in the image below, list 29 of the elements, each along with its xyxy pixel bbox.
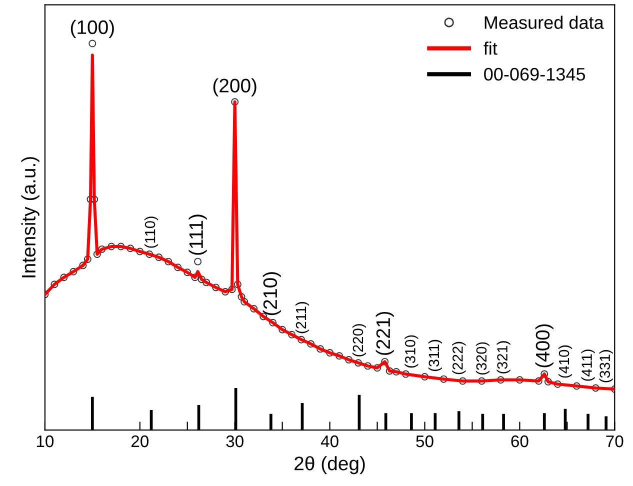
- x-tick-label: 20: [131, 435, 149, 448]
- annotation: (100): [70, 20, 114, 38]
- annotation: (331): [599, 350, 613, 382]
- annotation: (310): [404, 335, 418, 368]
- annotation: (320): [476, 342, 490, 375]
- y-axis-title: Intensity (a.u.): [21, 157, 40, 278]
- legend-label: 00-069-1345: [484, 68, 586, 81]
- legend-label: Measured data: [484, 16, 604, 29]
- x-axis-title: 2θ (deg): [294, 456, 365, 474]
- annotation: (222): [452, 342, 466, 374]
- annotation: (411): [581, 350, 595, 381]
- legend-label: fit: [484, 42, 498, 55]
- annotation: (200): [213, 78, 256, 96]
- x-tick-label: 40: [320, 435, 338, 448]
- annotation: (210): [262, 272, 281, 316]
- x-tick-label: 10: [36, 435, 54, 448]
- annotation: (321): [496, 341, 510, 374]
- annotation: (110): [144, 216, 158, 248]
- annotation: (111): [188, 214, 207, 255]
- annotation: (400): [535, 324, 554, 368]
- annotation: (221): [376, 312, 394, 355]
- x-tick-label: 50: [416, 435, 434, 448]
- annotation: (211): [295, 302, 310, 334]
- x-tick-label: 60: [511, 435, 528, 448]
- annotation: (410): [558, 345, 572, 378]
- annotation: (220): [352, 324, 366, 356]
- x-tick-label: 30: [226, 435, 244, 448]
- annotation: (311): [428, 340, 442, 372]
- x-tick-label: 70: [606, 435, 624, 448]
